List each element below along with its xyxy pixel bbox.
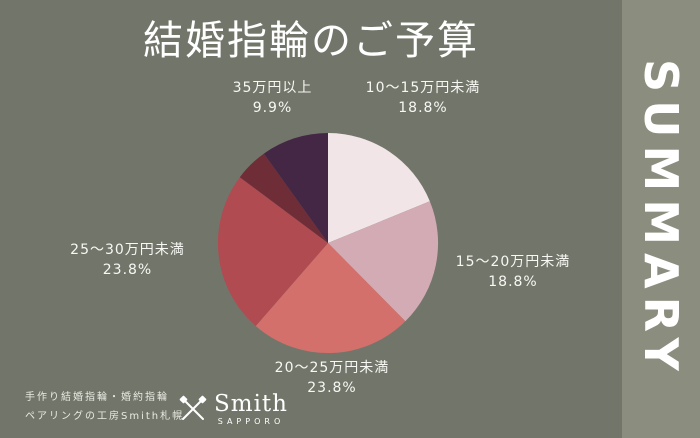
pie-label-10-15man: 10〜15万円未満 18.8%: [348, 78, 498, 118]
logo-city: SAPPORO: [217, 417, 285, 426]
pie-label-15-20man: 15〜20万円未満 18.8%: [438, 252, 588, 292]
pie-label-percent: 23.8%: [102, 262, 153, 278]
pie-slice-5: [263, 132, 328, 243]
pie-slice-0: [328, 132, 430, 243]
pie-label-25-30man: 25〜30万円未満 23.8%: [50, 240, 205, 280]
pie-label-text: 25〜30万円未満: [70, 242, 185, 258]
chart-title: 結婚指輪のご予算: [143, 18, 479, 64]
pie-slice-3: [217, 177, 328, 327]
pie-label-percent: 23.8%: [307, 380, 357, 396]
summary-sidebar: SUMMARY: [622, 0, 700, 438]
pie-label-percent: 9.9%: [252, 100, 293, 116]
pie-slice-4: [239, 153, 328, 243]
pie-label-percent: 18.8%: [488, 274, 538, 290]
workshop-description-line1: 手作り結婚指輪・婚約指輪: [25, 392, 169, 403]
logo-text-block: Smith SAPPORO: [214, 392, 288, 426]
pie-slice-1: [328, 201, 439, 322]
smith-logo: Smith SAPPORO: [178, 392, 288, 426]
pie-label-35man-over: 35万円以上 9.9%: [205, 78, 340, 118]
pie-label-text: 35万円以上: [232, 80, 313, 96]
pie-label-20-25man: 20〜25万円未満 23.8%: [252, 358, 412, 398]
pie-label-percent: 18.8%: [398, 100, 448, 116]
pie-label-text: 20〜25万円未満: [274, 360, 390, 376]
pie-slice-2: [255, 243, 406, 354]
crossed-tools-icon: [179, 395, 207, 420]
workshop-description-line2: ペアリングの工房Smith札幌: [25, 411, 185, 422]
pie-label-text: 10〜15万円未満: [365, 80, 481, 96]
pie-chart: [217, 132, 439, 354]
logo-name: Smith: [214, 391, 288, 417]
pie-label-text: 15〜20万円未満: [455, 254, 571, 270]
summary-label: SUMMARY: [634, 59, 688, 379]
workshop-description: 手作り結婚指輪・婚約指輪 ペアリングの工房Smith札幌: [25, 388, 184, 426]
